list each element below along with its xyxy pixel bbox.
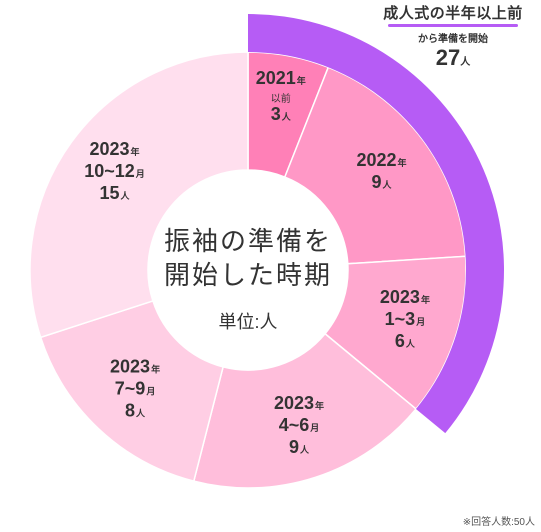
- slice-5-period-label: 7~9月: [115, 378, 156, 398]
- slice-5-year-label: 2023年: [110, 356, 160, 376]
- slice-6-year-label: 2023年: [89, 139, 139, 159]
- slice-6-period-label: 10~12月: [84, 161, 145, 181]
- highlight-arc: [248, 14, 504, 434]
- slice-1-year-label: 2021年: [256, 68, 306, 88]
- center-title-line2: 開始した時期: [164, 260, 332, 290]
- center-unit-label: 単位:人: [218, 312, 277, 332]
- highlight-total: 27人: [366, 45, 540, 71]
- donut-hole: [148, 170, 348, 370]
- highlight-total-value: 27: [435, 45, 461, 70]
- highlight-total-unit: 人: [460, 57, 471, 68]
- slice-5-value-label: 8人: [125, 400, 146, 420]
- highlight-callout: 成人式の半年以上前 から準備を開始 27人: [366, 2, 540, 71]
- slice-6-value-label: 15人: [99, 183, 130, 203]
- center-title-line1: 振袖の準備を: [164, 226, 332, 256]
- highlight-subtitle: から準備を開始: [418, 34, 488, 45]
- slice-3-period-label: 1~3月: [385, 309, 426, 329]
- footnote: ※回答人数:50人: [462, 517, 535, 528]
- slice-2-year-label: 2022年: [356, 150, 406, 170]
- slice-4-value-label: 9人: [289, 437, 310, 457]
- highlight-underline: [388, 24, 518, 27]
- slice-1-value-label: 3人: [271, 104, 292, 124]
- highlight-title: 成人式の半年以上前: [383, 5, 523, 22]
- slice-3-year-label: 2023年: [380, 287, 430, 307]
- slice-4-period-label: 4~6月: [279, 415, 320, 435]
- slice-1-period-label: 以前: [271, 92, 291, 105]
- slice-3-value-label: 6人: [395, 331, 416, 351]
- slice-4-year-label: 2023年: [274, 393, 324, 413]
- slice-2-value-label: 9人: [371, 172, 392, 192]
